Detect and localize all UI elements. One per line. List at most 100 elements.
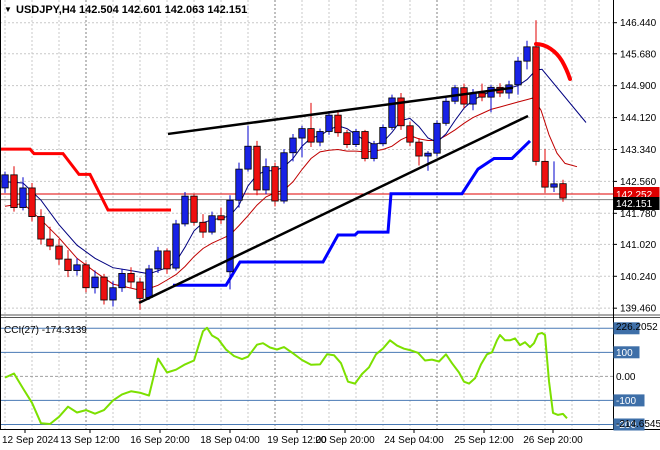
candle (262, 158, 270, 195)
price-axis-label: 139.460 (620, 304, 657, 315)
candle (253, 140, 261, 196)
candle (487, 84, 495, 113)
candle (370, 140, 378, 162)
candle (406, 121, 414, 147)
price-axis-label: 144.900 (620, 81, 657, 92)
candle (433, 120, 441, 157)
date-axis-label: 19 Sep 12:00 (267, 435, 327, 446)
candle (352, 129, 360, 148)
symbol-dropdown-icon[interactable]: ▼ (4, 5, 12, 14)
candle (460, 83, 468, 109)
price-axis-label: 141.020 (620, 240, 657, 251)
candle (55, 239, 63, 265)
candle (37, 209, 45, 245)
candles (1, 20, 567, 310)
candle (226, 195, 234, 290)
candle (307, 102, 315, 148)
candle (280, 149, 288, 204)
candle (325, 111, 333, 135)
candle (289, 133, 297, 162)
price-axis-label: 146.440 (620, 18, 657, 29)
candle (28, 183, 36, 222)
candle (244, 125, 252, 172)
price-axis-label: 145.680 (620, 49, 657, 60)
cci-level-100-label: 100 (616, 348, 633, 359)
candle (424, 151, 432, 171)
candle (550, 161, 558, 193)
candle (163, 248, 171, 274)
candle (100, 273, 108, 305)
date-axis-label: 20 Sep 20:00 (315, 435, 375, 446)
cci-level-m100-label: -100 (616, 396, 636, 407)
candle (73, 258, 81, 276)
candle (199, 214, 207, 238)
candle (118, 268, 126, 292)
candle (10, 166, 18, 212)
candle (208, 211, 216, 235)
support-stair-line[interactable] (173, 139, 532, 287)
cci-level-m200-badge (613, 418, 645, 431)
candle (1, 171, 9, 193)
bid-price-badge (613, 197, 660, 210)
red-line-price-badge (613, 187, 660, 200)
candle (82, 262, 90, 293)
candle (217, 207, 225, 224)
candle (235, 162, 243, 208)
resistance-stair-line[interactable] (0, 147, 171, 212)
bid-price-label: 142.151 (616, 199, 653, 210)
date-axis-label: 18 Sep 04:00 (200, 435, 260, 446)
cci-level-200-badge (613, 322, 640, 335)
candle (136, 277, 144, 310)
candle (442, 97, 450, 126)
candle (559, 179, 567, 202)
candle (19, 177, 27, 211)
candle (298, 125, 306, 158)
candle (388, 94, 396, 130)
candle (64, 250, 72, 278)
price-axis-label: 143.340 (620, 145, 657, 156)
candle (127, 267, 135, 288)
cci-level-lines (0, 327, 613, 425)
slow-ma-line (4, 97, 578, 291)
cci-level-m100-badge (613, 394, 645, 407)
date-axis-label: 12 Sep 2024 (2, 435, 59, 446)
cci-min-label: -214.6545 (616, 419, 660, 430)
price-axis-label: 142.560 (620, 177, 657, 188)
candle (190, 193, 198, 226)
price-axis-label: 141.780 (620, 209, 657, 220)
cci-level-100-badge (613, 346, 640, 359)
candle (181, 192, 189, 227)
cci-level-m200-label: -200 (616, 420, 636, 431)
date-axis-label: 16 Sep 20:00 (130, 435, 190, 446)
candle (523, 40, 531, 70)
candle (514, 57, 522, 95)
candle (316, 128, 324, 147)
chart-header: USDJPY,H4 142.504 142.601 142.063 142.15… (16, 4, 247, 16)
upper-trendline[interactable] (167, 86, 514, 136)
candle (109, 281, 117, 307)
red-line-price-label: 142.252 (616, 190, 653, 201)
fast-ma-line (4, 68, 587, 275)
red-arc-annotation[interactable] (534, 42, 572, 81)
candle (154, 246, 162, 274)
candle (271, 162, 279, 207)
candle (541, 149, 549, 193)
date-axis-label: 24 Sep 04:00 (384, 435, 444, 446)
price-axis-label: 140.240 (620, 272, 657, 283)
candle (361, 129, 369, 162)
price-axis-label: 144.120 (620, 113, 657, 124)
candle (145, 264, 153, 301)
candle (91, 270, 99, 294)
candle (334, 110, 342, 137)
candle (415, 138, 423, 166)
candle (343, 129, 351, 148)
lower-trendline[interactable] (138, 114, 529, 304)
candle (397, 93, 405, 130)
date-axis-labels: 12 Sep 2024 13 Sep 12:00 16 Sep 20:00 18 Se… (2, 429, 583, 446)
cci-indicator-label: CCI(27) -174.3139 (4, 325, 87, 336)
candle (172, 219, 180, 271)
price-axis-labels: 146.440 145.680 144.900 144.120 143.340 142.5… (613, 18, 657, 315)
cci-series-line (4, 326, 568, 425)
cci-level-0-label: 0.00 (616, 372, 636, 383)
